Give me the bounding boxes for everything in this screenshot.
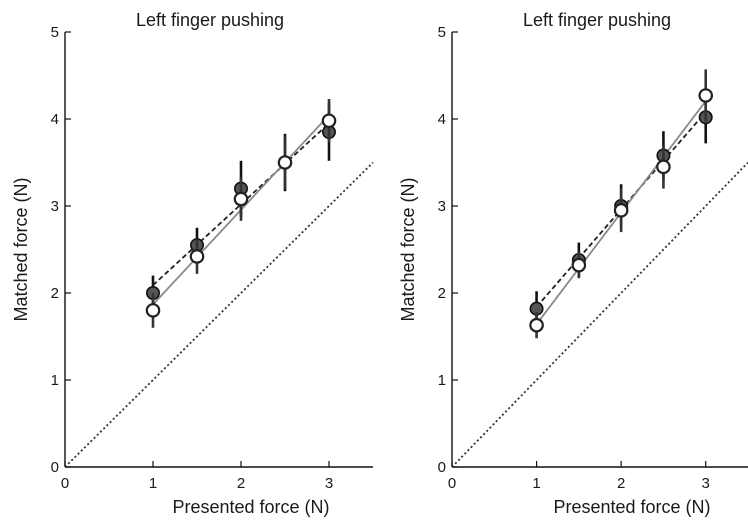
- data-point-open: [529, 317, 544, 333]
- y-tick-label: 4: [438, 111, 446, 128]
- y-tick-label: 0: [51, 459, 59, 476]
- x-tick-label: 0: [61, 475, 69, 492]
- x-tick-label: 3: [702, 475, 710, 492]
- x-tick-label: 0: [448, 475, 456, 492]
- x-tick-label: 1: [532, 475, 540, 492]
- y-tick-label: 3: [51, 198, 59, 215]
- data-point-open: [233, 191, 249, 207]
- data-point-open: [189, 249, 205, 264]
- data-point-open: [145, 303, 161, 318]
- identity-reference-line: [451, 161, 748, 468]
- data-point-open: [656, 159, 671, 175]
- y-tick-label: 1: [438, 372, 446, 389]
- x-tick-label: 2: [617, 475, 625, 492]
- x-tick-label: 1: [149, 475, 157, 492]
- y-tick-label: 1: [51, 372, 59, 389]
- data-point-open: [698, 88, 714, 103]
- y-tick-label: 2: [438, 285, 446, 302]
- y-tick-label: 5: [51, 24, 59, 41]
- data-point-open: [321, 113, 337, 129]
- y-tick-label: 2: [51, 285, 59, 302]
- x-axis-label: Presented force (N): [553, 497, 710, 517]
- chart-title: Left finger pushing: [523, 10, 671, 30]
- data-point-open: [571, 257, 587, 273]
- identity-reference-line: [64, 161, 374, 468]
- data-point-open: [277, 155, 293, 170]
- data-point-open: [613, 203, 629, 218]
- y-tick-label: 3: [438, 198, 446, 215]
- y-tick-label: 0: [438, 459, 446, 476]
- x-axis-label: Presented force (N): [172, 497, 329, 517]
- chart-title: Left finger pushing: [136, 10, 284, 30]
- x-tick-label: 3: [325, 475, 333, 492]
- chart-panel-2: 0 1 2 3 4 5 0 1 2 3 Left finger pushing Presented f…: [398, 10, 748, 517]
- y-axis-label: Matched force (N): [398, 177, 418, 321]
- chart-panel-1: 0 1 2 3 4 5 0 1 2 3 Left finger pushing Presented f…: [11, 10, 374, 517]
- y-tick-label: 5: [438, 24, 446, 41]
- x-tick-label: 2: [237, 475, 245, 492]
- y-axis-label: Matched force (N): [11, 177, 31, 321]
- y-tick-label: 4: [51, 111, 59, 128]
